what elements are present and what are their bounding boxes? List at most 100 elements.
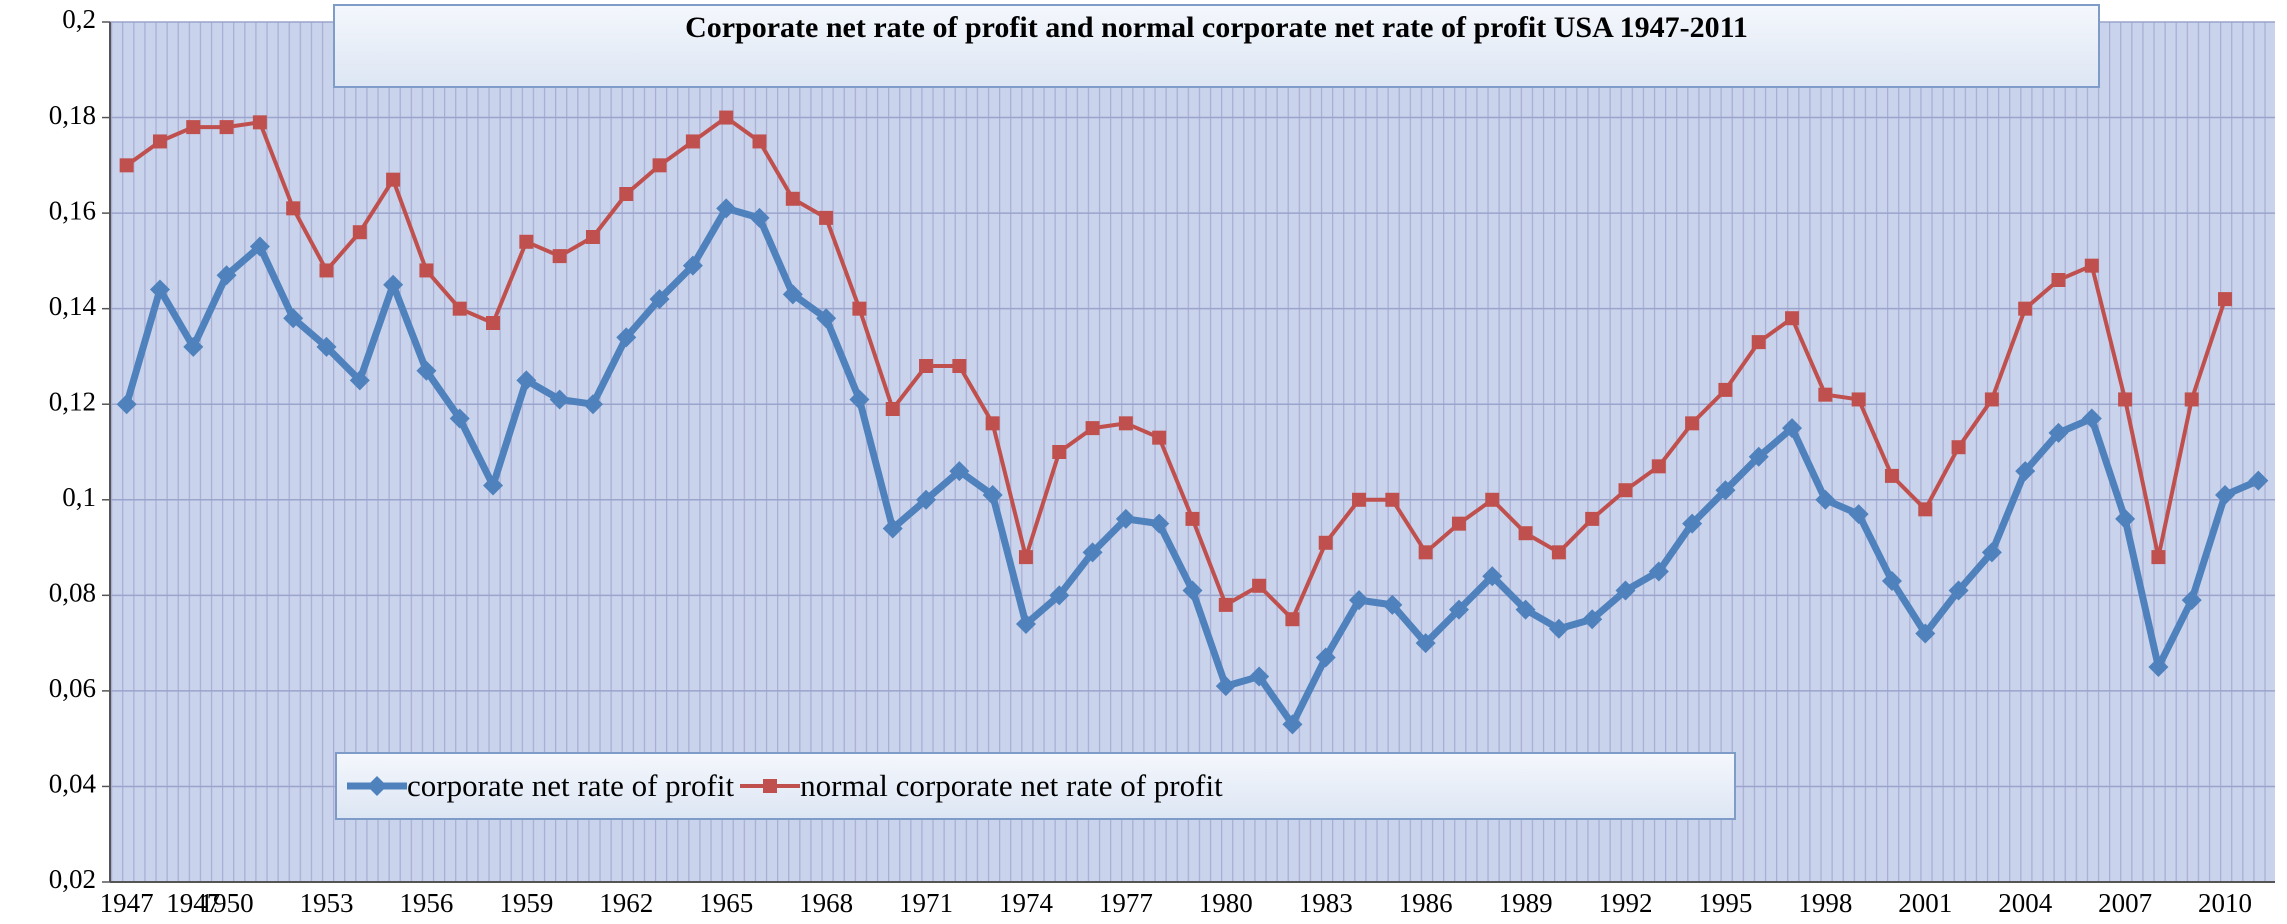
x-tick-label: 2007 <box>2098 888 2152 918</box>
data-point <box>885 402 900 416</box>
y-tick-label: 0,12 <box>49 386 96 416</box>
x-tick-label: 1986 <box>1399 888 1453 918</box>
data-point <box>186 120 201 135</box>
data-point <box>252 115 267 130</box>
data-point <box>1185 511 1200 526</box>
data-point <box>716 198 737 219</box>
legend-label: corporate net rate of profit <box>407 768 735 803</box>
data-point <box>649 289 670 310</box>
data-point <box>2018 301 2033 316</box>
data-point <box>2051 273 2066 287</box>
data-point <box>2248 470 2269 491</box>
data-point <box>1548 618 1569 639</box>
data-point <box>1848 504 1869 525</box>
x-tick-label: 1953 <box>300 888 354 918</box>
data-point <box>1049 585 1070 606</box>
data-point <box>1385 492 1400 507</box>
legend-item: normal corporate net rate of profit <box>740 768 1223 804</box>
data-point <box>1782 418 1803 439</box>
data-point <box>785 191 800 206</box>
x-tick-label: 1992 <box>1599 888 1653 918</box>
data-point <box>982 485 1003 505</box>
data-point <box>2118 392 2133 407</box>
data-point <box>1252 578 1267 593</box>
legend-label: normal corporate net rate of profit <box>800 768 1223 803</box>
data-point <box>1618 483 1633 498</box>
data-point <box>1918 502 1933 517</box>
data-point <box>1118 416 1133 431</box>
data-point <box>2218 292 2233 307</box>
data-point <box>616 327 637 348</box>
data-point <box>2151 550 2166 565</box>
data-point <box>1085 421 1100 436</box>
data-point <box>119 158 134 173</box>
data-point <box>486 316 501 330</box>
y-tick-label: 0,06 <box>49 673 96 703</box>
data-point <box>1015 614 1036 634</box>
x-tick-label: 1956 <box>399 888 453 918</box>
data-point <box>1218 597 1233 612</box>
legend-marker <box>763 779 778 793</box>
legend-swatch <box>740 779 801 793</box>
data-point <box>816 308 837 329</box>
data-point <box>919 359 934 373</box>
legend-swatch <box>347 776 407 796</box>
data-point <box>1415 633 1436 654</box>
data-point <box>2181 590 2202 611</box>
data-point <box>416 360 437 381</box>
data-point <box>216 265 237 286</box>
data-point <box>516 370 537 391</box>
data-point <box>452 301 467 316</box>
data-point <box>1651 459 1666 474</box>
x-tick-label: 1998 <box>1798 888 1852 918</box>
data-point <box>1515 599 1536 620</box>
data-point <box>585 230 600 244</box>
legend-marker <box>367 776 387 796</box>
data-point <box>1485 492 1500 507</box>
data-point <box>1052 445 1067 459</box>
data-point <box>1182 580 1203 601</box>
data-point <box>749 207 770 228</box>
data-point <box>1748 446 1769 467</box>
x-tick-label: 1983 <box>1299 888 1353 918</box>
data-point <box>952 359 967 373</box>
data-point <box>316 336 337 357</box>
data-point <box>1349 590 1370 611</box>
data-point <box>1582 609 1603 630</box>
data-point <box>483 475 504 496</box>
x-tick-label: 1962 <box>599 888 653 918</box>
x-tick-label: 1971 <box>899 888 953 918</box>
y-tick-label: 0,02 <box>49 864 96 894</box>
data-point <box>1718 382 1733 397</box>
data-point <box>1818 387 1833 402</box>
data-point <box>2148 657 2169 677</box>
data-point <box>1685 416 1700 431</box>
data-point <box>183 336 204 357</box>
data-point <box>1451 516 1466 531</box>
x-tick-label: 1965 <box>699 888 753 918</box>
data-point <box>1881 571 1902 591</box>
data-point <box>1984 392 1999 407</box>
y-tick-label: 0,2 <box>62 4 96 34</box>
x-tick-label: 1980 <box>1199 888 1253 918</box>
data-point <box>383 274 404 295</box>
data-point <box>1152 430 1167 445</box>
data-point <box>752 134 767 149</box>
data-point <box>149 279 170 300</box>
data-point <box>1648 561 1669 582</box>
series-line <box>125 115 2227 622</box>
data-point <box>352 225 367 240</box>
data-point <box>1082 542 1103 563</box>
data-point <box>619 187 634 201</box>
data-point <box>286 201 301 216</box>
data-point <box>1715 480 1736 501</box>
data-point <box>1215 676 1236 697</box>
data-point <box>1285 612 1300 627</box>
legend-item: corporate net rate of profit <box>347 768 734 804</box>
data-point <box>819 210 834 225</box>
data-point <box>349 370 370 391</box>
data-point <box>1682 513 1703 534</box>
data-point <box>2048 422 2069 443</box>
data-point <box>283 308 304 329</box>
